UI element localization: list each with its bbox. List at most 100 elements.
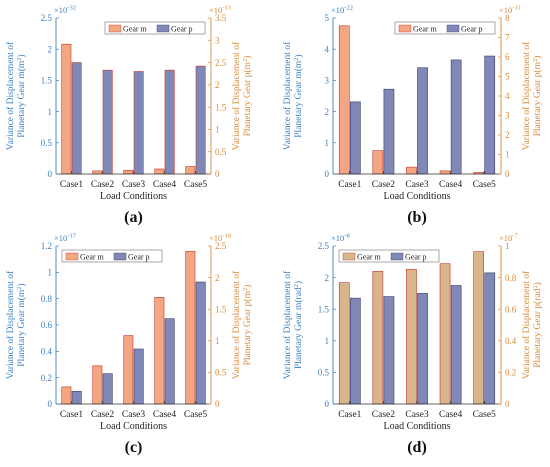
legend: Gear m Gear p (104, 21, 206, 35)
left-axis-title-close: ) (16, 54, 27, 57)
bar-gear-m (406, 269, 417, 405)
right-tick-label: 1 (505, 241, 510, 251)
right-axis-title-sup: 2 (242, 288, 249, 291)
left-tick-label: 1 (48, 268, 53, 278)
legend-box (61, 249, 163, 263)
x-tick-label: Case4 (153, 410, 176, 420)
legend-label-gear-m: Gear m (123, 24, 148, 33)
bar-gear-p (450, 285, 462, 405)
bar-gear-m (123, 335, 134, 405)
left-tick-label: 2 (325, 107, 330, 117)
left-tick-label: 0.4 (41, 347, 53, 357)
left-axis-title-sup: 2 (293, 284, 300, 287)
legend-box (104, 21, 206, 35)
legend-label-gear-p: Gear p (461, 24, 483, 33)
left-axis-title-sup: 2 (16, 286, 23, 289)
x-axis-title: Load Conditions (100, 421, 167, 432)
legend-box (338, 249, 440, 263)
bar-gear-p (417, 67, 428, 175)
x-tick-label: Case1 (60, 180, 83, 190)
right-axis-title-line2: Planetary Gear p(m (242, 61, 253, 136)
right-tick-label: 4 (505, 91, 510, 101)
bar-gear-m (372, 270, 384, 405)
bar-gear-p (164, 69, 175, 175)
legend: Gear m Gear p (61, 249, 163, 263)
right-tick-label: 7 (505, 33, 510, 43)
legend-swatch-gear-m (65, 252, 79, 261)
left-axis-title: Variance of Displacement of (5, 41, 16, 150)
right-tick-label: 0 (215, 399, 220, 409)
right-axis-title-close: ) (242, 285, 253, 288)
bar-gear-p (195, 65, 206, 175)
x-tick-label: Case5 (184, 410, 207, 420)
left-tick-label: 0.6 (41, 320, 53, 330)
bar-gear-m (439, 170, 451, 175)
left-axis-title: Variance of Displacement of (282, 41, 293, 150)
x-tick-label: Case3 (405, 410, 428, 420)
left-axis-title-sup: 2 (293, 57, 300, 60)
x-tick-label: Case3 (122, 410, 145, 420)
right-tick-label: 1 (505, 150, 510, 160)
right-tick-label: 1.5 (215, 304, 227, 314)
left-tick-label: 0 (325, 169, 330, 179)
left-axis-title-line1: Variance of Displacement of (282, 270, 293, 379)
right-tick-label: 2.5 (215, 241, 227, 251)
right-tick-label: 0 (505, 169, 510, 179)
right-tick-label: 6 (505, 52, 510, 62)
left-axis-title-sup: 2 (16, 57, 23, 60)
left-axis-title-close: ) (293, 54, 304, 57)
right-axis-title: Variance of Displacement of (521, 41, 532, 150)
left-axis-title-line2: Planetary Gear m(m (293, 60, 304, 138)
left-axis-title-line2: Planetary Gear m(m (16, 60, 27, 138)
left-tick-label: 1 (48, 107, 53, 117)
right-axis-title: Variance of Displacement of (231, 270, 242, 379)
bar-gear-m (338, 25, 350, 175)
right-tick-label: 0.5 (215, 368, 227, 378)
left-tick-label: 1 (325, 336, 330, 346)
legend-label-gear-p: Gear p (405, 252, 427, 261)
bar-gear-p (383, 296, 395, 405)
right-exponent: ×10-11 (499, 5, 521, 16)
panel-label: (b) (407, 209, 427, 226)
right-tick-label: 0.5 (215, 147, 227, 157)
panel-label: (c) (125, 439, 143, 456)
right-tick-label: 1.5 (215, 102, 227, 112)
left-exponent: ×10-22 (331, 5, 353, 16)
legend-label-gear-m: Gear m (413, 24, 438, 33)
bar-gear-p (195, 281, 206, 405)
right-exponent-base: ×10 (209, 233, 222, 243)
left-tick-label: 0.5 (318, 368, 330, 378)
x-axis-title: Load Conditions (100, 191, 167, 202)
legend-swatch-gear-m (398, 24, 412, 33)
left-axis-title: Variance of Displacement of (5, 270, 16, 379)
bar-gear-p (450, 59, 462, 175)
right-exponent-power: -18 (222, 233, 231, 240)
bar-gear-p (383, 88, 395, 175)
bar-gear-p (133, 348, 144, 405)
right-tick-label: 8 (505, 13, 510, 23)
right-tick-label: 3.5 (215, 13, 227, 23)
right-tick-label: 5 (505, 72, 510, 82)
bar-gear-p (349, 297, 361, 405)
bar-gear-m (338, 282, 350, 405)
left-tick-label: 0.2 (41, 373, 52, 383)
panel-label: (d) (407, 439, 427, 456)
right-tick-label: 2 (215, 80, 220, 90)
chart-panel: Case1 Case2 Case3 Case4 Case5 0 1 2 3 4 5 0 1 2 3 4 5 6 7 8… (282, 5, 543, 227)
left-exponent: ×10-17 (54, 233, 77, 244)
legend-swatch-gear-p (113, 252, 127, 261)
right-axis-title-line2: Planetary Gear p(rad (532, 288, 543, 367)
legend-swatch-gear-m (108, 24, 122, 33)
left-tick-label: 0 (325, 399, 330, 409)
right-tick-label: 3 (505, 111, 510, 121)
x-tick-label: Case1 (338, 180, 361, 190)
legend: Gear m Gear p (338, 249, 440, 263)
left-exponent-power: -32 (67, 5, 76, 12)
right-axis-title-2: Planetary Gear p(m2) (242, 285, 253, 366)
x-axis-title: Load Conditions (384, 421, 451, 432)
chart-panel: Case1 Case2 Case3 Case4 Case5 0 0.5 1 1.5 2 2.5 0 0.… (5, 5, 253, 227)
left-tick-label: 5 (325, 13, 330, 23)
right-tick-label: 2 (505, 130, 510, 140)
bar-gear-p (71, 62, 82, 175)
legend-box (394, 21, 496, 35)
